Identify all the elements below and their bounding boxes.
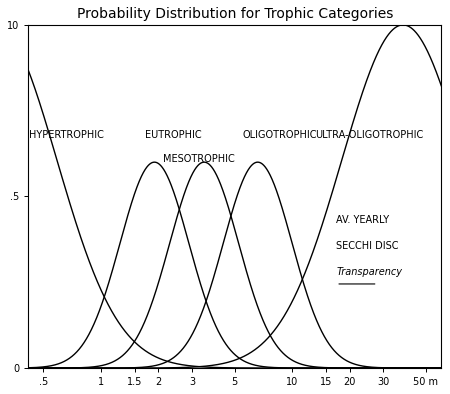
Text: HYPERTROPHIC: HYPERTROPHIC	[29, 130, 104, 140]
Text: ULTRA-OLIGOTROPHIC: ULTRA-OLIGOTROPHIC	[315, 130, 423, 140]
Text: OLIGOTROPHIC: OLIGOTROPHIC	[243, 130, 317, 140]
Text: SECCHI DISC: SECCHI DISC	[336, 241, 399, 251]
Text: AV. YEARLY: AV. YEARLY	[336, 216, 389, 225]
Title: Probability Distribution for Trophic Categories: Probability Distribution for Trophic Cat…	[76, 7, 393, 21]
Text: EUTROPHIC: EUTROPHIC	[145, 130, 202, 140]
Text: MESOTROPHIC: MESOTROPHIC	[162, 154, 234, 164]
Text: Transparency: Transparency	[336, 267, 402, 277]
